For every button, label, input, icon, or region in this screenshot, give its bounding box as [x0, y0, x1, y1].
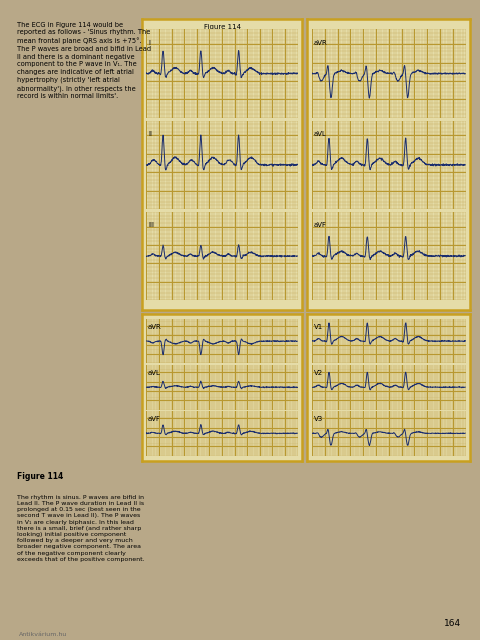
Text: Antikvárium.hu: Antikvárium.hu [19, 632, 68, 637]
Text: Figure 114: Figure 114 [204, 24, 240, 29]
Text: Figure 114: Figure 114 [17, 472, 63, 481]
Text: The rhythm is sinus. P waves are bifid in
Lead II. The P wave duration in Lead I: The rhythm is sinus. P waves are bifid i… [17, 495, 144, 562]
Text: The ECG in Figure 114 would be
reported as follows - 'Sinus rhythm. The
mean fro: The ECG in Figure 114 would be reported … [17, 22, 151, 99]
Text: 164: 164 [444, 620, 461, 628]
